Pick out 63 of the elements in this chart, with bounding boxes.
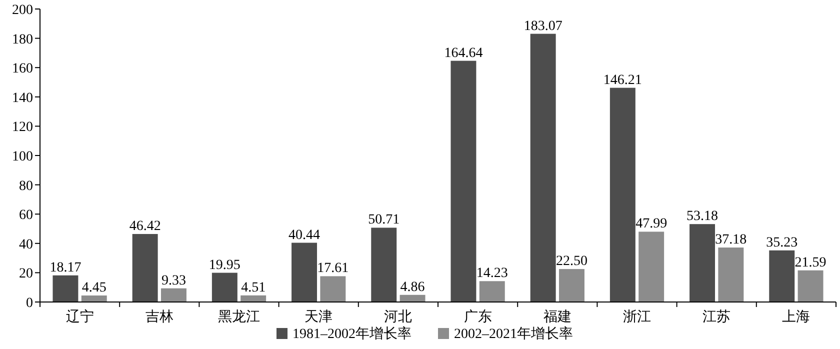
data-label: 46.42 [129, 218, 161, 234]
x-tick-label: 上海 [782, 309, 810, 325]
y-tick-label: 180 [12, 32, 33, 48]
y-tick-label: 140 [12, 90, 33, 106]
data-label: 22.50 [556, 254, 588, 270]
x-tick-label: 江苏 [702, 309, 731, 325]
bar [558, 269, 584, 302]
bar [400, 294, 426, 302]
data-label: 17.61 [317, 261, 349, 276]
bar [769, 250, 795, 302]
data-label: 53.18 [686, 209, 718, 224]
y-tick-label: 60 [19, 208, 33, 224]
x-tick-label: 黑龙江 [218, 309, 260, 325]
y-tick-label: 40 [19, 237, 33, 252]
y-tick-label: 80 [19, 178, 33, 194]
y-tick-label: 200 [12, 3, 33, 18]
x-tick-label: 福建 [543, 309, 572, 325]
y-tick-label: 20 [19, 266, 33, 282]
data-label: 50.71 [368, 212, 400, 228]
data-label: 21.59 [794, 255, 826, 270]
bar [240, 295, 266, 302]
legend-label: 2002–2021年增长率 [454, 326, 573, 342]
bar [292, 242, 318, 302]
data-label: 18.17 [50, 260, 82, 276]
bar [530, 34, 556, 302]
bar [638, 232, 664, 302]
x-tick-label: 浙江 [623, 309, 651, 325]
bar [132, 234, 158, 302]
data-label: 47.99 [636, 216, 668, 232]
bar [798, 270, 824, 302]
bar [320, 276, 346, 302]
bar [610, 88, 636, 302]
data-label: 9.33 [161, 273, 186, 288]
data-label: 14.23 [476, 266, 508, 282]
data-label: 4.45 [82, 280, 106, 296]
x-tick-label: 天津 [304, 309, 333, 325]
bar [160, 288, 186, 302]
data-label: 37.18 [715, 232, 747, 248]
data-label: 146.21 [603, 72, 642, 88]
x-tick-label: 辽宁 [66, 309, 94, 325]
bar [81, 295, 107, 302]
x-tick-label: 河北 [384, 309, 412, 325]
y-tick-label: 160 [12, 62, 33, 77]
bar [371, 228, 397, 302]
bar [690, 224, 716, 302]
bar [450, 60, 476, 302]
y-tick-label: 0 [26, 296, 33, 311]
data-label: 19.95 [208, 258, 240, 273]
data-label: 164.64 [444, 46, 483, 61]
x-tick-label: 广东 [464, 309, 492, 325]
bar [718, 248, 744, 302]
data-label: 4.51 [241, 280, 266, 296]
bar [212, 272, 238, 302]
data-label: 4.86 [400, 280, 425, 295]
bar [52, 275, 78, 302]
bar [479, 281, 505, 302]
x-tick-label: 吉林 [145, 309, 174, 325]
data-label: 35.23 [766, 235, 798, 250]
data-label: 40.44 [288, 228, 320, 243]
data-label: 183.07 [524, 18, 562, 34]
y-tick-label: 120 [12, 120, 33, 136]
legend-label: 1981–2002年增长率 [292, 326, 412, 342]
y-tick-label: 100 [12, 150, 33, 164]
